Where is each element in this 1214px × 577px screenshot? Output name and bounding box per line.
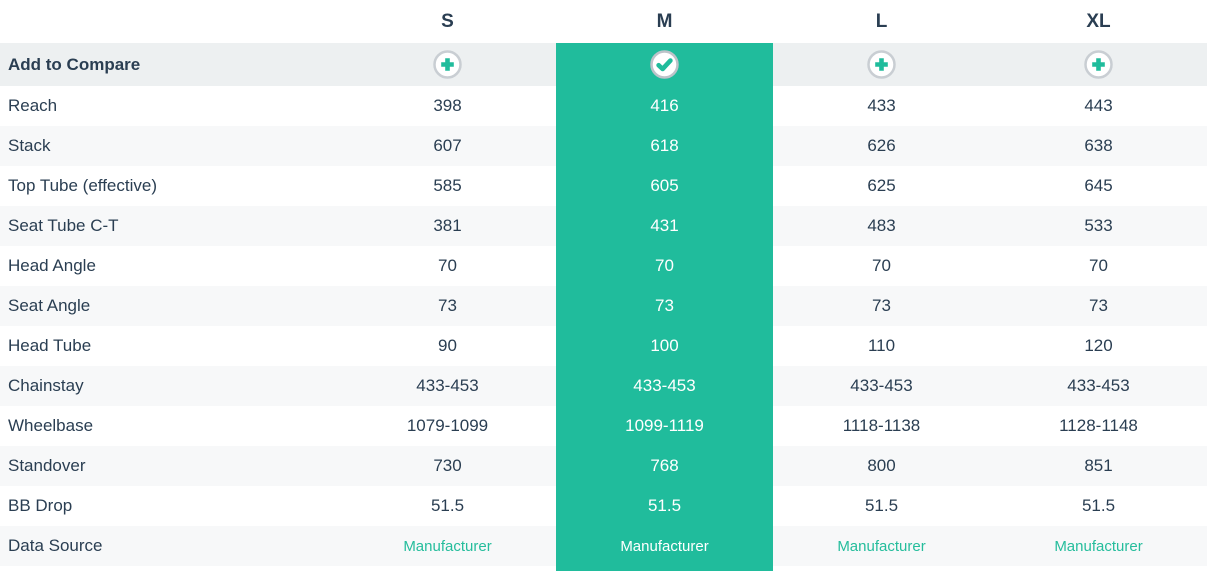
data-source-cell: Manufacturer bbox=[339, 526, 556, 566]
cell-value: 73 bbox=[1089, 296, 1108, 315]
table-row: BB Drop 51.5 51.5 51.5 51.5 bbox=[0, 486, 1207, 526]
cell-value: 433-453 bbox=[1067, 376, 1130, 395]
manufacturer-link[interactable]: Manufacturer bbox=[403, 537, 492, 555]
size-header-m: M bbox=[556, 0, 773, 43]
row-label: Data Source bbox=[8, 536, 103, 555]
table-row: Top Tube (effective) 585 605 625 645 bbox=[0, 166, 1207, 206]
row-label: Head Tube bbox=[8, 336, 92, 355]
cell-value: 607 bbox=[433, 136, 462, 155]
cell-value-selected: 433-453 bbox=[556, 366, 773, 406]
cell-value-selected: 431 bbox=[556, 206, 773, 246]
row-label: Head Angle bbox=[8, 256, 96, 275]
compare-cell-s bbox=[339, 43, 556, 86]
cell-value: 120 bbox=[1084, 336, 1113, 355]
cell-value: 625 bbox=[867, 176, 896, 195]
cell-value: 70 bbox=[872, 256, 891, 275]
cell-value: 51.5 bbox=[1081, 496, 1116, 515]
compare-cell-l bbox=[773, 43, 990, 86]
cell-value: 433-453 bbox=[416, 376, 479, 395]
table-row: Seat Angle 73 73 73 73 bbox=[0, 286, 1207, 326]
row-label: Wheelbase bbox=[8, 416, 94, 435]
cell-value: 483 bbox=[867, 216, 896, 235]
size-header-s: S bbox=[441, 10, 454, 32]
cell-value-selected: 51.5 bbox=[556, 486, 773, 526]
header-empty-cell bbox=[0, 0, 339, 43]
cell-value: 1118-1138 bbox=[842, 416, 921, 435]
cell-value: 638 bbox=[1084, 136, 1113, 155]
cell-value-selected: 1099-1119 bbox=[556, 406, 773, 446]
size-header-l: L bbox=[875, 10, 888, 32]
cell-value: 626 bbox=[867, 136, 896, 155]
cell-value: 533 bbox=[1084, 216, 1113, 235]
cell-value: 51.5 bbox=[430, 496, 465, 515]
table-row: Head Tube 90 100 110 120 bbox=[0, 326, 1207, 366]
cell-value: 110 bbox=[867, 336, 896, 355]
table-row: Standover 730 768 800 851 bbox=[0, 446, 1207, 486]
cell-value: 70 bbox=[438, 256, 457, 275]
cell-value: 585 bbox=[433, 176, 462, 195]
size-header-xl: XL bbox=[1086, 10, 1111, 32]
plus-circle-icon[interactable] bbox=[867, 50, 896, 79]
row-label: Standover bbox=[8, 456, 86, 475]
row-label: Reach bbox=[8, 96, 58, 115]
manufacturer-link[interactable]: Manufacturer bbox=[620, 537, 709, 555]
cell-value-selected: 618 bbox=[556, 126, 773, 166]
table-row: Seat Tube C-T 381 431 483 533 bbox=[0, 206, 1207, 246]
table-row: Stack 607 618 626 638 bbox=[0, 126, 1207, 166]
cell-value: 73 bbox=[872, 296, 891, 315]
cell-value-selected: 416 bbox=[556, 86, 773, 126]
cell-value: 51.5 bbox=[864, 496, 899, 515]
cell-value: 433-453 bbox=[850, 376, 913, 395]
data-source-row: Data Source Manufacturer Manufacturer Ma… bbox=[0, 526, 1207, 566]
table-row: Chainstay 433-453 433-453 433-453 433-45… bbox=[0, 366, 1207, 406]
cell-value: 70 bbox=[1089, 256, 1108, 275]
table-row: Head Angle 70 70 70 70 bbox=[0, 246, 1207, 286]
cell-value: 381 bbox=[433, 216, 462, 235]
cell-value: 398 bbox=[433, 96, 462, 115]
cell-value: 443 bbox=[1084, 96, 1113, 115]
table-row: Wheelbase 1079-1099 1099-1119 1118-1138 … bbox=[0, 406, 1207, 446]
row-label: Top Tube (effective) bbox=[8, 176, 157, 195]
row-label: Stack bbox=[8, 136, 51, 155]
data-source-cell: Manufacturer bbox=[990, 526, 1207, 566]
data-source-cell: Manufacturer bbox=[773, 526, 990, 566]
compare-cell-xl bbox=[990, 43, 1207, 86]
manufacturer-link[interactable]: Manufacturer bbox=[837, 537, 926, 555]
data-source-cell-selected: Manufacturer bbox=[556, 526, 773, 566]
table-row: Reach 398 416 433 443 bbox=[0, 86, 1207, 126]
plus-circle-icon[interactable] bbox=[433, 50, 462, 79]
cell-value: 645 bbox=[1084, 176, 1113, 195]
cell-value: 1128-1148 bbox=[1059, 416, 1138, 435]
cell-value: 73 bbox=[438, 296, 457, 315]
cell-value: 90 bbox=[438, 336, 457, 355]
cell-value-selected: 768 bbox=[556, 446, 773, 486]
cell-value-selected: 100 bbox=[556, 326, 773, 366]
cell-value-selected: 73 bbox=[556, 286, 773, 326]
row-label: Chainstay bbox=[8, 376, 84, 395]
cell-value: 1079-1099 bbox=[406, 416, 489, 435]
compare-row-label: Add to Compare bbox=[8, 54, 141, 74]
check-circle-icon[interactable] bbox=[650, 50, 679, 79]
row-label: Seat Tube C-T bbox=[8, 216, 119, 235]
plus-circle-icon[interactable] bbox=[1084, 50, 1113, 79]
row-label: Seat Angle bbox=[8, 296, 91, 315]
manufacturer-link[interactable]: Manufacturer bbox=[1054, 537, 1143, 555]
cell-value: 730 bbox=[433, 456, 462, 475]
cell-value: 851 bbox=[1084, 456, 1113, 475]
add-to-compare-row: Add to Compare bbox=[0, 43, 1207, 86]
cell-value-selected: 605 bbox=[556, 166, 773, 206]
compare-cell-m-selected bbox=[556, 43, 773, 86]
cell-value-selected: 70 bbox=[556, 246, 773, 286]
cell-value: 800 bbox=[867, 456, 896, 475]
cell-value: 433 bbox=[867, 96, 896, 115]
size-header-row: S M L XL bbox=[0, 0, 1207, 43]
row-label: BB Drop bbox=[8, 496, 73, 515]
selected-column-overhang bbox=[556, 566, 773, 571]
